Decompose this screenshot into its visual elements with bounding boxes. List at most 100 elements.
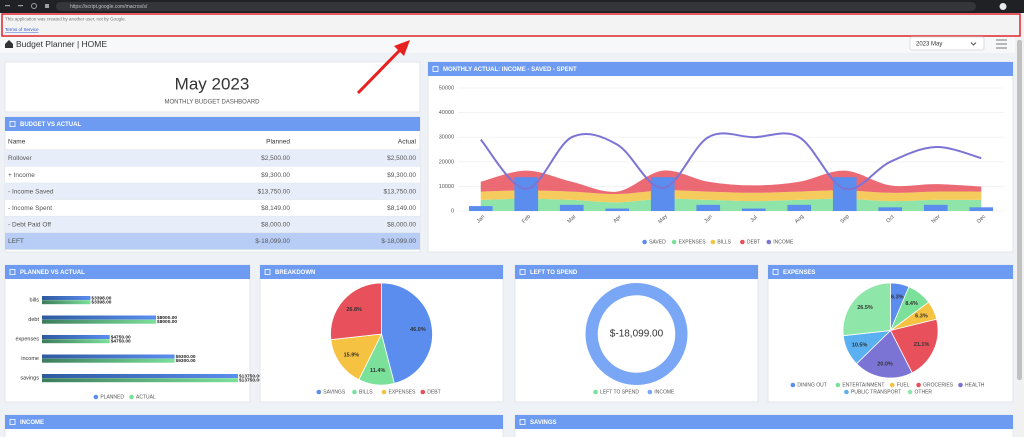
banner [0, 13, 1024, 37]
legend-label: DEBT [747, 240, 760, 246]
legend-label: PLANNED [100, 395, 124, 401]
card-icon [264, 269, 271, 275]
avatar[interactable] [999, 3, 1007, 10]
y-tick-label: 40000 [439, 110, 454, 116]
legend-label: BILLS [359, 390, 373, 396]
legend-swatch [835, 382, 841, 388]
bar [42, 354, 175, 359]
x-tick-label: Jan [476, 214, 487, 225]
legend-label: GROCERIES [923, 383, 954, 389]
table-cell: $13,750.00 [257, 188, 290, 195]
y-tick-label: 20000 [439, 159, 454, 165]
x-tick-label: Sep [839, 214, 850, 225]
legend-swatch [381, 389, 387, 395]
card-header [515, 415, 1013, 429]
value-label: 46.0% [410, 327, 426, 333]
card-icon [9, 269, 16, 275]
bar [42, 315, 157, 320]
home-icon[interactable] [5, 40, 13, 48]
card-header [260, 265, 503, 279]
value-label: $13750.00 [239, 378, 262, 384]
table-cell: - Income Saved [8, 188, 54, 195]
column-header: Actual [398, 139, 417, 146]
card-icon [772, 269, 779, 275]
value-label: $3398.00 [91, 300, 111, 306]
legend-label: DEBT [427, 390, 440, 396]
value-label: 11.4% [370, 368, 385, 374]
bar [468, 206, 493, 211]
legend-swatch [710, 239, 716, 245]
app-header [0, 37, 1015, 53]
legend-label: ACTUAL [136, 395, 156, 401]
x-tick-label: Apr [612, 214, 622, 224]
legend-swatch [93, 394, 99, 400]
bar [42, 319, 157, 324]
bar [741, 208, 766, 211]
table-cell: $2,500.00 [261, 155, 290, 162]
value-label: $3398.00 [91, 295, 111, 301]
summary-subtitle: MONTHLY BUDGET DASHBOARD [164, 100, 260, 106]
table-cell: + Income [8, 172, 35, 179]
table-cell: Rollover [8, 155, 33, 162]
card-title: BREAKDOWN [275, 270, 315, 276]
card-title: MONTHLY ACTUAL: INCOME - SAVED - SPENT [443, 67, 577, 73]
y-tick-label: 0 [451, 208, 454, 214]
table-cell: $8,149.00 [261, 205, 290, 212]
app-title: Budget Planner | HOME [16, 39, 107, 49]
y-tick-label: bills [30, 297, 40, 303]
value-label: 8.4% [905, 301, 918, 307]
card-title: EXPENSES [783, 270, 815, 276]
chevron [970, 42, 977, 46]
column-header: Planned [266, 139, 290, 146]
legend-swatch [790, 382, 796, 388]
column-header: Name [8, 139, 26, 146]
card-title: LEFT TO SPEND [530, 270, 578, 276]
bar [42, 358, 175, 363]
slice [842, 282, 891, 337]
menu-icon[interactable] [996, 39, 1007, 49]
legend-swatch [420, 389, 426, 395]
summary-card [4, 61, 421, 113]
period-value: 2023 May [916, 42, 942, 48]
value-label: $8000.00 [157, 319, 177, 325]
legend-label: PUBLIC TRANSPORT [851, 390, 901, 396]
bar [969, 207, 994, 211]
x-tick-label: Feb [521, 214, 532, 225]
bar [878, 207, 903, 211]
table-row [5, 216, 420, 233]
card-icon [519, 419, 526, 425]
url: https://script.google.com/macros/s/ [70, 4, 148, 10]
highlight-box [1, 13, 1021, 37]
bar [42, 296, 91, 300]
card-icon [9, 419, 16, 425]
table-cell: - Debt Paid Off [8, 222, 51, 229]
terms-link[interactable]: Terms of Service [5, 27, 39, 32]
legend-label: FUEL [897, 383, 910, 389]
legend-label: OTHER [915, 390, 933, 396]
table-cell: $8,000.00 [261, 222, 290, 229]
card-header [5, 117, 420, 131]
annotation-arrow [356, 40, 410, 95]
card-header [428, 62, 1013, 76]
y-tick-label: 50000 [439, 85, 454, 91]
value-label: 21.1% [914, 342, 930, 348]
legend-swatch [889, 382, 895, 388]
value-label: 10.5% [852, 343, 868, 349]
bar [605, 208, 630, 211]
scroll-thumb[interactable] [1017, 40, 1022, 380]
value-label: 26.8% [346, 307, 362, 313]
y-tick-label: 30000 [439, 135, 454, 141]
card-header [5, 415, 503, 429]
value-label: 20.0% [877, 362, 893, 368]
card-title: SAVINGS [530, 420, 557, 426]
table-cell: $-18,099.00 [255, 238, 290, 245]
table-row [5, 166, 420, 184]
value-label: 6.3% [891, 294, 904, 300]
period-select[interactable] [909, 36, 985, 51]
address-bar[interactable] [56, 2, 976, 11]
legend-swatch [671, 239, 677, 245]
legend-swatch [647, 389, 653, 395]
value-label: 26.5% [857, 305, 873, 311]
legend-swatch [916, 382, 921, 388]
legend-swatch [593, 389, 598, 395]
